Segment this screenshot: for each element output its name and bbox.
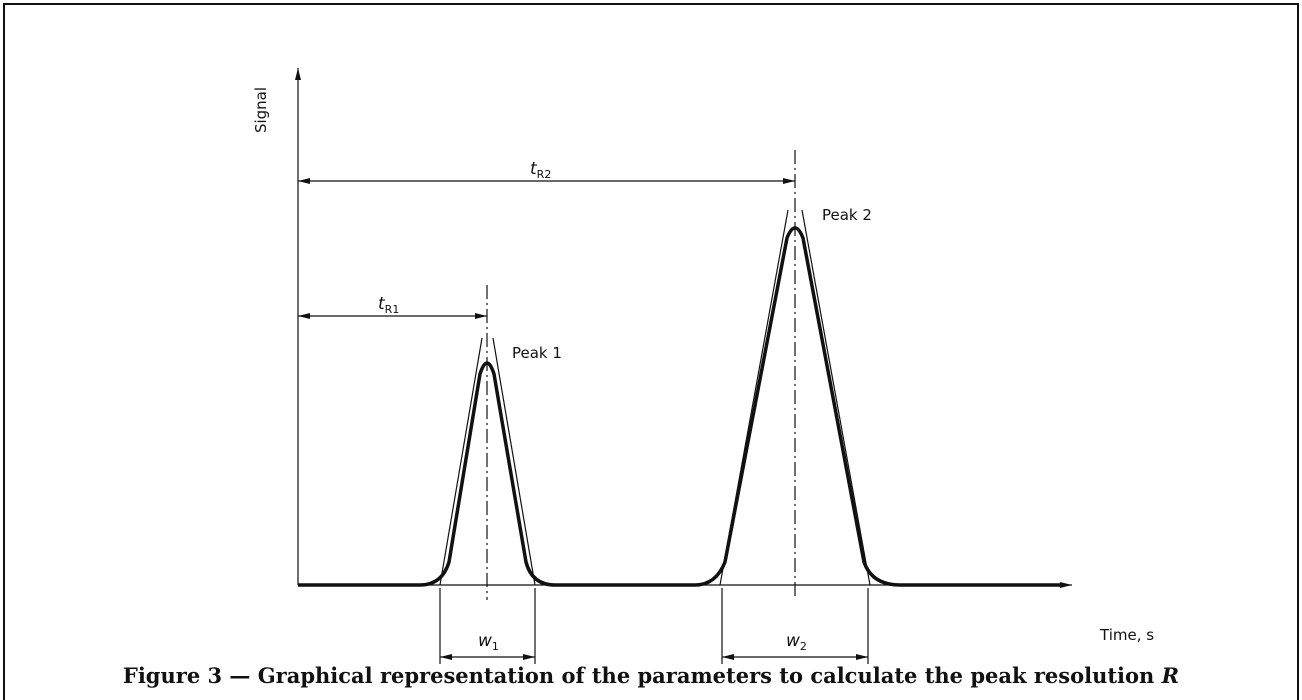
t-r2-label: tR2: [530, 159, 551, 181]
symbol: t: [378, 294, 386, 314]
tangent: [439, 337, 483, 586]
tangent: [801, 209, 871, 586]
t-r1-label: tR1: [378, 294, 399, 316]
w2-label: w2: [786, 631, 807, 653]
subscript: R2: [537, 168, 552, 181]
w1-label: w1: [478, 631, 499, 653]
x-axis-label: Time, s: [1099, 626, 1154, 644]
symbol: w: [478, 631, 492, 651]
subscript: R1: [385, 303, 400, 316]
subscript: 1: [492, 640, 499, 653]
symbol: t: [530, 159, 538, 179]
signal-curve: [298, 226, 1060, 587]
caption: Figure 3 — Graphical representation of t…: [123, 663, 1179, 688]
peak-label: Peak 2: [822, 206, 872, 224]
tangent: [492, 337, 536, 586]
symbol: w: [786, 631, 800, 651]
y-axis-label: Signal: [252, 87, 270, 133]
subscript: 2: [800, 640, 807, 653]
frame: [3, 3, 1299, 700]
caption-symbol: R: [1161, 663, 1179, 688]
peak-label: Peak 1: [512, 344, 562, 362]
caption-text: Figure 3 — Graphical representation of t…: [123, 663, 1154, 688]
